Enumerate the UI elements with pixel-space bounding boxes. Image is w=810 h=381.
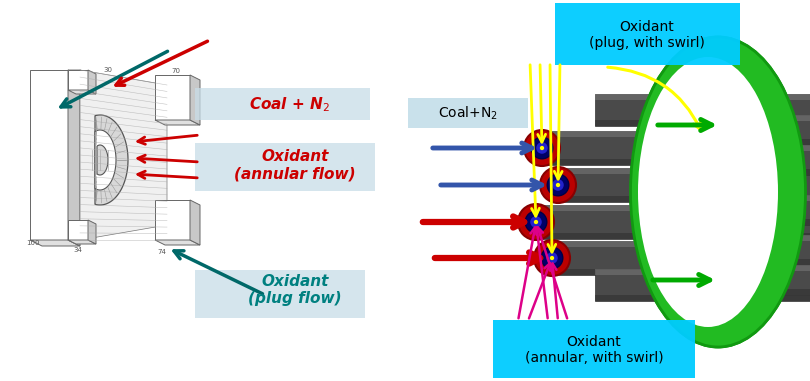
Polygon shape — [155, 120, 200, 125]
Polygon shape — [68, 240, 96, 244]
Polygon shape — [68, 90, 96, 94]
Polygon shape — [535, 159, 810, 165]
Polygon shape — [552, 168, 810, 202]
Polygon shape — [660, 235, 810, 241]
Circle shape — [540, 167, 576, 203]
Polygon shape — [660, 169, 810, 175]
Polygon shape — [660, 219, 810, 225]
Polygon shape — [155, 240, 200, 245]
Polygon shape — [68, 70, 167, 100]
Ellipse shape — [638, 57, 778, 327]
Polygon shape — [660, 145, 810, 175]
Circle shape — [548, 174, 569, 196]
Polygon shape — [95, 130, 116, 190]
Polygon shape — [530, 205, 810, 239]
Polygon shape — [548, 269, 810, 275]
Polygon shape — [660, 145, 810, 151]
Polygon shape — [80, 70, 167, 240]
Text: 70: 70 — [172, 68, 181, 74]
Polygon shape — [552, 196, 810, 202]
Circle shape — [534, 220, 538, 224]
Polygon shape — [660, 115, 810, 145]
Text: Oxidant
(plug flow): Oxidant (plug flow) — [248, 274, 342, 306]
Circle shape — [531, 216, 542, 228]
Polygon shape — [595, 120, 810, 126]
Polygon shape — [155, 75, 190, 120]
Polygon shape — [660, 139, 810, 145]
Circle shape — [550, 256, 554, 260]
Polygon shape — [88, 220, 96, 244]
Polygon shape — [595, 269, 810, 275]
FancyBboxPatch shape — [493, 320, 695, 378]
Polygon shape — [595, 269, 810, 301]
Polygon shape — [535, 131, 810, 165]
Text: 100: 100 — [26, 240, 40, 246]
Polygon shape — [190, 75, 200, 125]
Ellipse shape — [630, 37, 805, 347]
Circle shape — [525, 211, 547, 233]
Polygon shape — [95, 115, 128, 205]
Polygon shape — [155, 200, 190, 240]
Circle shape — [534, 240, 570, 276]
Circle shape — [518, 204, 554, 240]
Text: 34: 34 — [74, 247, 83, 253]
Polygon shape — [660, 195, 810, 225]
Polygon shape — [30, 70, 68, 240]
Polygon shape — [30, 240, 80, 246]
FancyBboxPatch shape — [408, 98, 528, 128]
Circle shape — [541, 247, 563, 269]
Polygon shape — [68, 220, 88, 240]
Polygon shape — [535, 131, 810, 137]
Polygon shape — [660, 235, 810, 265]
Text: Oxidant
(plug, with swirl): Oxidant (plug, with swirl) — [589, 20, 705, 50]
Ellipse shape — [638, 57, 778, 327]
Polygon shape — [660, 265, 810, 271]
Text: 74: 74 — [158, 249, 166, 255]
Circle shape — [552, 179, 564, 191]
Polygon shape — [190, 200, 200, 245]
Polygon shape — [660, 115, 810, 121]
Circle shape — [531, 137, 552, 159]
Polygon shape — [660, 289, 810, 295]
Polygon shape — [595, 94, 810, 126]
Polygon shape — [552, 168, 810, 174]
FancyBboxPatch shape — [195, 270, 365, 318]
Circle shape — [546, 252, 558, 264]
Polygon shape — [68, 70, 80, 246]
Polygon shape — [660, 259, 810, 265]
Polygon shape — [595, 295, 810, 301]
Ellipse shape — [630, 37, 805, 347]
Text: 30: 30 — [104, 67, 113, 73]
Polygon shape — [68, 210, 167, 240]
Text: Coal+N$_2$: Coal+N$_2$ — [438, 104, 498, 122]
FancyBboxPatch shape — [555, 3, 740, 65]
Circle shape — [524, 130, 560, 166]
Polygon shape — [68, 70, 88, 90]
FancyBboxPatch shape — [195, 143, 375, 191]
Polygon shape — [88, 70, 96, 94]
Circle shape — [556, 183, 561, 187]
Polygon shape — [660, 265, 810, 295]
FancyBboxPatch shape — [195, 88, 370, 120]
Polygon shape — [548, 241, 810, 275]
Polygon shape — [595, 94, 810, 100]
Text: Coal + N$_2$: Coal + N$_2$ — [249, 96, 330, 114]
Circle shape — [539, 146, 544, 150]
Text: Oxidant
(annular, with swirl): Oxidant (annular, with swirl) — [525, 335, 663, 365]
Polygon shape — [530, 205, 810, 211]
Polygon shape — [530, 233, 810, 239]
Circle shape — [536, 142, 548, 154]
Polygon shape — [660, 195, 810, 201]
Text: Oxidant
(annular flow): Oxidant (annular flow) — [234, 149, 356, 181]
Polygon shape — [97, 145, 108, 175]
Polygon shape — [548, 241, 810, 247]
